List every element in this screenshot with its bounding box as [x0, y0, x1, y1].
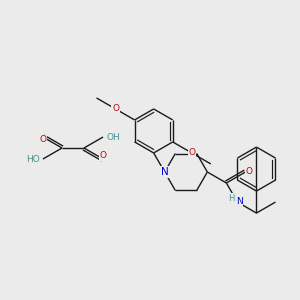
Text: O: O [246, 167, 253, 176]
Text: O: O [39, 136, 46, 145]
Text: O: O [100, 152, 106, 160]
Text: O: O [188, 148, 195, 158]
Text: N: N [236, 196, 243, 206]
Text: H: H [228, 194, 235, 202]
Text: OH: OH [106, 133, 120, 142]
Text: HO: HO [26, 154, 40, 164]
Text: N: N [161, 167, 169, 177]
Text: O: O [112, 104, 119, 113]
